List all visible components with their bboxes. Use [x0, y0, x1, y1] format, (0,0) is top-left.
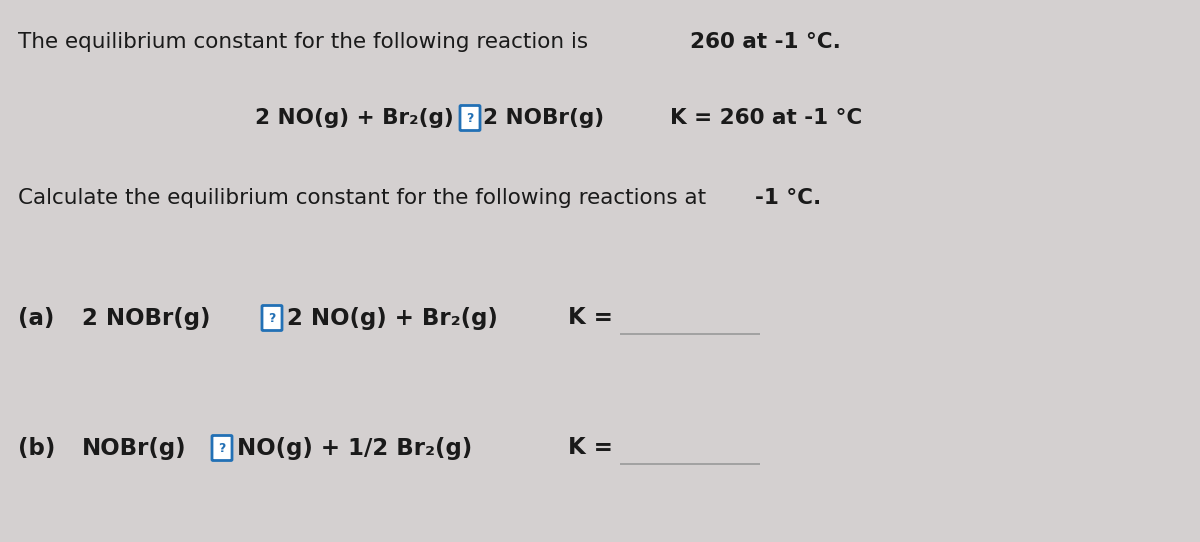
Text: NOBr(g): NOBr(g): [82, 436, 187, 460]
Text: 2 NOBr(g): 2 NOBr(g): [482, 108, 604, 128]
FancyBboxPatch shape: [262, 306, 282, 331]
Text: K = 260 at -1 °C: K = 260 at -1 °C: [670, 108, 863, 128]
Text: (a): (a): [18, 306, 54, 330]
Text: -1 °C.: -1 °C.: [755, 188, 821, 208]
Text: The equilibrium constant for the following reaction is: The equilibrium constant for the followi…: [18, 32, 595, 52]
Text: 2 NO(g) + Br₂(g): 2 NO(g) + Br₂(g): [287, 306, 498, 330]
Text: 2 NOBr(g): 2 NOBr(g): [82, 306, 210, 330]
Text: Calculate the equilibrium constant for the following reactions at: Calculate the equilibrium constant for t…: [18, 188, 713, 208]
Text: 260 at -1 °C.: 260 at -1 °C.: [690, 32, 841, 52]
Text: ?: ?: [467, 112, 474, 125]
Text: (b): (b): [18, 436, 55, 460]
Text: 2 NO(g) + Br₂(g): 2 NO(g) + Br₂(g): [256, 108, 454, 128]
Text: NO(g) + 1/2 Br₂(g): NO(g) + 1/2 Br₂(g): [238, 436, 473, 460]
FancyBboxPatch shape: [460, 106, 480, 131]
Text: ?: ?: [269, 312, 276, 325]
Text: K =: K =: [568, 306, 613, 330]
FancyBboxPatch shape: [212, 436, 232, 461]
Text: ?: ?: [218, 442, 226, 455]
Text: K =: K =: [568, 436, 613, 460]
